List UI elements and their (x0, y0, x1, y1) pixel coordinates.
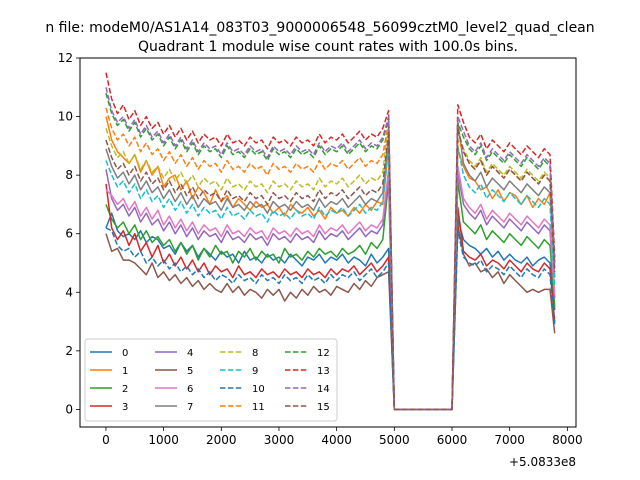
legend-label-2: 2 (122, 384, 128, 395)
legend-label-14: 14 (317, 384, 330, 395)
series-line-12 (105, 92, 556, 411)
series-line-1 (105, 116, 556, 411)
series-layer (105, 72, 556, 411)
series-line-8 (105, 118, 556, 411)
series-line-13 (105, 72, 556, 411)
x-tick-label: 4000 (321, 433, 352, 447)
y-tick-label: 0 (65, 402, 73, 416)
x-offset-label: +5.0833e8 (509, 455, 576, 469)
legend-label-3: 3 (122, 402, 128, 413)
series-line-6 (105, 165, 556, 411)
legend-label-8: 8 (252, 348, 258, 359)
x-tick-label: 1000 (148, 433, 179, 447)
series-line-2 (105, 180, 556, 411)
x-tick-label: 2000 (206, 433, 237, 447)
legend-label-5: 5 (187, 366, 193, 377)
legend-label-12: 12 (317, 348, 330, 359)
x-tick-label: 6000 (437, 433, 468, 447)
series-line-14 (105, 87, 556, 411)
series-line-9 (105, 145, 556, 411)
series-line-15 (105, 127, 556, 411)
x-tick-label: 5000 (379, 433, 410, 447)
chart-title: Quadrant 1 module wise count rates with … (138, 39, 518, 55)
plot-area-frame (79, 57, 577, 428)
x-axis: 0 1000 2000 3000 4000 5000 6000 7000 8000 (102, 427, 583, 447)
legend-label-4: 4 (187, 348, 193, 359)
legend-label-1: 1 (122, 366, 128, 377)
legend-label-6: 6 (187, 384, 193, 395)
y-tick-label: 10 (58, 110, 73, 124)
series-line-5 (105, 224, 556, 411)
x-tick-label: 7000 (494, 433, 525, 447)
y-tick-label: 8 (65, 168, 73, 182)
y-tick-label: 2 (65, 344, 73, 358)
legend-label-11: 11 (252, 402, 265, 413)
legend-box (84, 338, 338, 422)
figure-suptitle: n file: modeM0/AS1A14_083T03_9000006548_… (45, 20, 594, 36)
series-line-4 (105, 169, 556, 411)
y-axis: 0 2 4 6 8 10 12 (58, 51, 80, 416)
x-tick-label: 8000 (552, 433, 583, 447)
y-tick-label: 12 (58, 51, 73, 65)
series-line-3 (105, 183, 556, 411)
legend-label-0: 0 (122, 348, 128, 359)
y-tick-label: 4 (65, 285, 73, 299)
legend-label-15: 15 (317, 402, 330, 413)
legend-label-7: 7 (187, 402, 193, 413)
series-line-7 (105, 121, 556, 411)
legend-label-9: 9 (252, 366, 258, 377)
x-tick-label: 0 (102, 433, 110, 447)
series-line-10 (105, 227, 556, 411)
x-tick-label: 3000 (264, 433, 295, 447)
legend-label-13: 13 (317, 366, 330, 377)
legend-label-10: 10 (252, 384, 265, 395)
y-tick-label: 6 (65, 227, 73, 241)
